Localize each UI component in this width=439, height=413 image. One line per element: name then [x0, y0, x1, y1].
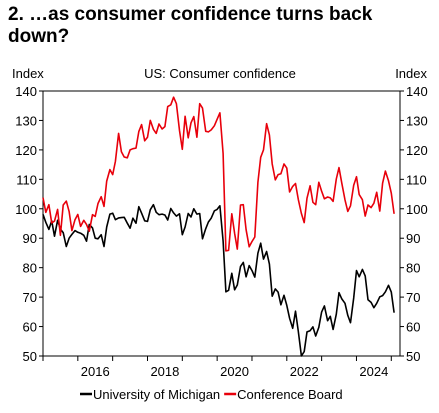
- legend: University of Michigan Conference Board: [80, 387, 343, 402]
- y-tick-label-left: 110: [16, 172, 37, 187]
- y-tick-label-right: 130: [406, 113, 428, 128]
- axes-group: 50 50 60 60 70 70 80 80 90 90 100 100 110 110 120 120 13…: [15, 84, 427, 379]
- series-line-conference-board: [42, 96, 395, 252]
- y-tick-label-right: 100: [406, 202, 428, 217]
- y-tick-label-left: 90: [23, 231, 37, 246]
- y-tick-label-left: 130: [15, 113, 37, 128]
- legend-label: University of Michigan: [93, 387, 220, 402]
- y-tick-label-right: 50: [406, 349, 420, 364]
- x-tick-label: 2020: [220, 364, 249, 379]
- plot-frame: [42, 90, 401, 357]
- y-tick-label-right: 140: [406, 84, 428, 99]
- y-tick-label-left: 120: [15, 143, 37, 158]
- y-tick-label-left: 60: [23, 320, 37, 335]
- y-tick-label-right: 70: [406, 290, 420, 305]
- y-tick-label-left: 80: [23, 261, 37, 276]
- y-tick-label-right: 110: [406, 172, 427, 187]
- chart-title: 2. …as consumer confidence turns back do…: [8, 4, 373, 47]
- y-tick-label-left: 50: [23, 349, 37, 364]
- y-tick-label-right: 80: [406, 261, 420, 276]
- x-tick-label: 2018: [150, 364, 179, 379]
- y-tick-label-right: 60: [406, 320, 420, 335]
- y-tick-label-right: 120: [406, 143, 428, 158]
- y-tick-label-left: 140: [15, 84, 37, 99]
- legend-label: Conference Board: [237, 387, 343, 402]
- y-tick-label-left: 70: [23, 290, 37, 305]
- x-tick-label: 2022: [290, 364, 319, 379]
- series-lines: [42, 96, 395, 357]
- y-tick-label-left: 100: [15, 202, 37, 217]
- chart-subtitle: US: Consumer confidence: [144, 66, 296, 81]
- x-tick-label: 2024: [359, 364, 388, 379]
- left-axis-label: Index: [12, 66, 44, 81]
- series-line-michigan: [42, 203, 395, 357]
- y-tick-label-right: 90: [406, 231, 420, 246]
- x-tick-label: 2016: [81, 364, 110, 379]
- right-axis-label: Index: [395, 66, 427, 81]
